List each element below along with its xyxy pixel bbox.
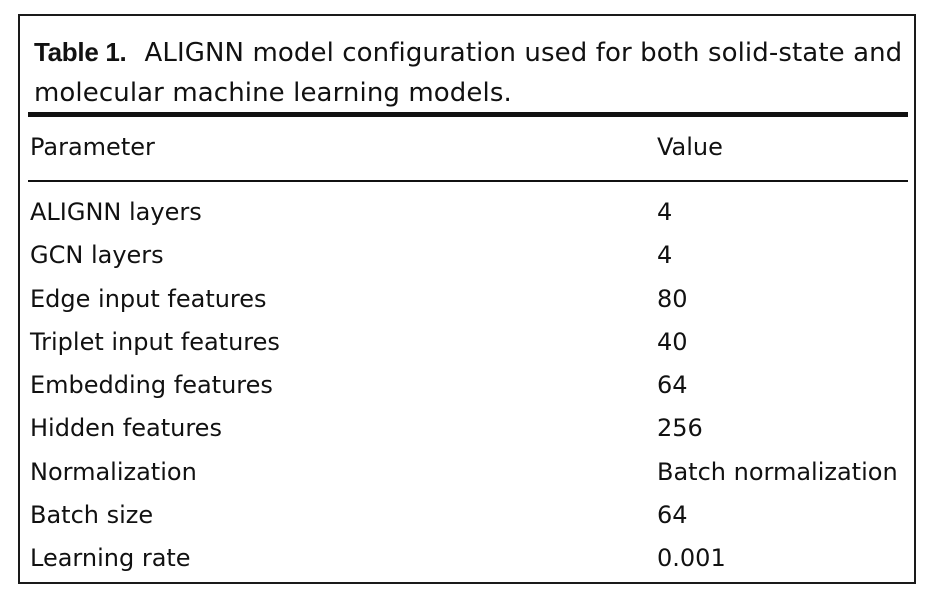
column-header-value: Value bbox=[657, 133, 723, 161]
value-cell: 64 bbox=[657, 371, 688, 400]
header-rule bbox=[28, 180, 908, 182]
value-cell: 4 bbox=[657, 198, 673, 226]
column-header-parameter: Parameter bbox=[30, 133, 155, 161]
value-cell: 0.001 bbox=[657, 544, 726, 573]
value-cell: 80 bbox=[657, 284, 688, 313]
parameter-cell: Embedding features bbox=[30, 371, 273, 400]
parameter-cell: Triplet input features bbox=[30, 327, 280, 356]
table-row: ALIGNN layers 4 bbox=[20, 192, 914, 235]
top-rule bbox=[28, 112, 908, 117]
table-row: Embedding features 64 bbox=[20, 365, 914, 408]
table-row: Triplet input features 40 bbox=[20, 322, 914, 365]
table-row: Learning rate 0.001 bbox=[20, 538, 914, 581]
parameter-cell: GCN layers bbox=[30, 241, 164, 270]
value-cell: 64 bbox=[657, 501, 688, 530]
parameter-cell: Normalization bbox=[30, 457, 197, 486]
table-caption: Table 1. ALIGNN model configuration used … bbox=[34, 32, 914, 113]
table-label: Table 1. bbox=[34, 37, 127, 67]
parameter-cell: ALIGNN layers bbox=[30, 198, 202, 226]
table-row: GCN layers 4 bbox=[20, 235, 914, 278]
value-cell: 4 bbox=[657, 241, 673, 270]
table-row: Edge input features 80 bbox=[20, 279, 914, 322]
value-cell: 40 bbox=[657, 327, 688, 356]
parameter-cell: Edge input features bbox=[30, 284, 267, 313]
table-body: ALIGNN layers 4 GCN layers 4 Edge input … bbox=[20, 192, 914, 582]
table-caption-text: ALIGNN model configuration used for both… bbox=[34, 38, 903, 108]
table-row: Hidden features 256 bbox=[20, 408, 914, 451]
value-cell: 256 bbox=[657, 414, 703, 443]
table-frame: Table 1. ALIGNN model configuration used … bbox=[18, 14, 916, 584]
parameter-cell: Hidden features bbox=[30, 414, 222, 443]
table-row: Normalization Batch normalization bbox=[20, 452, 914, 495]
table-row: Batch size 64 bbox=[20, 495, 914, 538]
parameter-cell: Batch size bbox=[30, 501, 154, 530]
parameter-cell: Learning rate bbox=[30, 544, 191, 573]
value-cell: Batch normalization bbox=[657, 457, 898, 486]
